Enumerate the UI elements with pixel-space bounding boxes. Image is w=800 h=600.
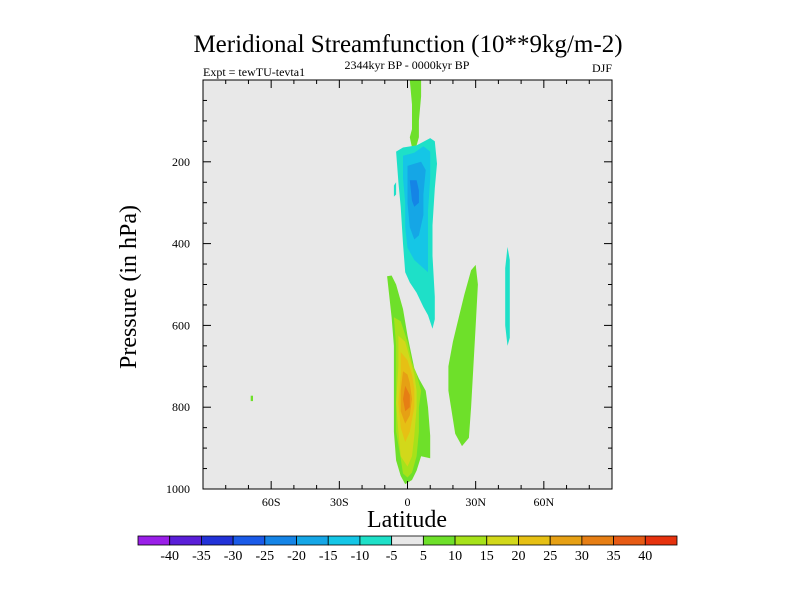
colorbar-label: -30 xyxy=(224,549,243,564)
colorbar-swatch xyxy=(581,535,614,546)
colorbar-label: 10 xyxy=(448,549,462,564)
colorbar-label: 40 xyxy=(638,549,652,564)
chart-title: Meridional Streamfunction (10**9kg/m-2) xyxy=(193,31,622,58)
colorbar-swatch xyxy=(486,535,519,546)
colorbar-label: -20 xyxy=(287,549,306,564)
colorbar-swatch xyxy=(169,535,202,546)
x-axis-label: Latitude xyxy=(367,507,447,533)
colorbar-label: -25 xyxy=(255,549,274,564)
x-tick-label: 60S xyxy=(262,495,281,509)
y-tick-label: 600 xyxy=(172,318,190,332)
colorbar-swatch xyxy=(518,535,551,546)
colorbar-swatch xyxy=(327,535,361,546)
colorbar-label: -35 xyxy=(192,549,211,564)
positive-nh-cell xyxy=(448,264,478,447)
colorbar-swatch xyxy=(454,535,488,546)
x-axis-ticks: 60S 30S 0 30N 60N xyxy=(225,80,590,509)
contour-regions xyxy=(250,80,510,485)
negative-sliver xyxy=(393,182,397,197)
colorbar-swatch xyxy=(549,535,583,546)
colorbar-label: -15 xyxy=(319,549,338,564)
x-tick-label: 30S xyxy=(330,495,349,509)
negative-nh-streak xyxy=(505,246,510,346)
y-tick-label: 400 xyxy=(172,237,190,251)
colorbar-label: -5 xyxy=(386,549,398,564)
colorbar-label: 5 xyxy=(420,549,427,564)
colorbar-swatch xyxy=(644,535,678,546)
x-tick-label: 30N xyxy=(465,495,486,509)
y-tick-label: 200 xyxy=(172,155,190,169)
x-tick-label: 60N xyxy=(533,495,554,509)
colorbar-label: -10 xyxy=(351,549,370,564)
positive-tower-top xyxy=(409,80,422,148)
colorbar-swatch xyxy=(232,535,266,546)
y-tick-label: 1000 xyxy=(166,482,190,496)
x-tick-label: 0 xyxy=(405,495,411,509)
subtitle-center: 2344kyr BP - 0000kyr BP xyxy=(345,58,470,72)
subtitle-left: Expt = tewTU-tevta1 xyxy=(203,65,305,79)
colorbar-label: 30 xyxy=(575,549,589,564)
colorbar-label: 20 xyxy=(512,549,526,564)
colorbar-swatch xyxy=(296,535,329,546)
colorbar-label: 25 xyxy=(543,549,557,564)
subtitle-right: DJF xyxy=(592,61,612,75)
y-axis-label: Pressure (in hPa) xyxy=(116,205,142,369)
colorbar-swatch xyxy=(264,535,297,546)
colorbar-label: -40 xyxy=(160,549,179,564)
colorbar-swatch xyxy=(201,535,234,546)
colorbar: -40 -35 -30 -25 -20 -15 -10 -5 5 10 15 20 25 30 35 40 xyxy=(137,535,678,564)
colorbar-swatch xyxy=(613,535,646,546)
colorbar-swatch xyxy=(422,535,456,546)
colorbar-swatch xyxy=(359,535,393,546)
negative-cell-20 xyxy=(409,180,419,207)
colorbar-label: 35 xyxy=(607,549,621,564)
colorbar-swatch xyxy=(391,535,424,546)
colorbar-label: 15 xyxy=(480,549,494,564)
y-axis-ticks: 200 400 600 800 1000 xyxy=(166,99,612,496)
positive-cell-35 xyxy=(403,385,410,412)
colorbar-swatch xyxy=(137,535,171,546)
positive-sh-speck xyxy=(250,395,253,402)
y-tick-label: 800 xyxy=(172,400,190,414)
